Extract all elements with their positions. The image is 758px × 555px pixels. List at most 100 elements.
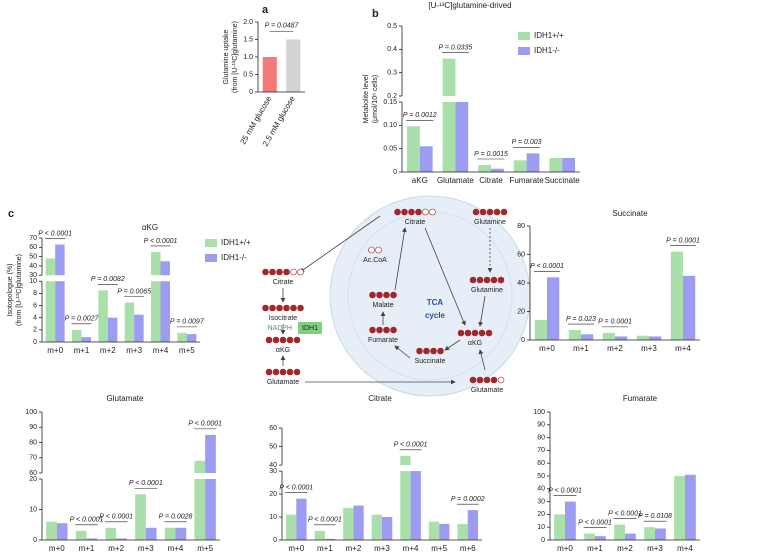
bar xyxy=(177,332,187,342)
x-tick-label: m+0 xyxy=(47,346,63,355)
p-value: P < 0.0001 xyxy=(608,510,642,517)
diagram-label: TCA xyxy=(427,298,444,307)
carbon-atom xyxy=(368,246,375,254)
diagram-label: αKG xyxy=(276,347,290,354)
diagram-label: Isocitrate xyxy=(269,315,298,322)
bar xyxy=(595,536,606,540)
bar xyxy=(455,97,469,172)
y-tick-label: 100 xyxy=(533,409,545,416)
bar xyxy=(400,455,411,540)
bar xyxy=(478,165,491,172)
bar xyxy=(107,317,118,342)
carbon-atom xyxy=(408,208,415,216)
y-tick-label: 8 xyxy=(33,290,37,297)
y-tick-label: 70 xyxy=(29,455,37,462)
y-axis-label: (μmol/10⁶ cells) xyxy=(372,75,379,124)
carbon-atom xyxy=(483,376,491,384)
carbon-atom xyxy=(376,326,383,334)
x-tick-label: m+3 xyxy=(641,344,657,353)
diagram-label: Glutamate xyxy=(471,387,503,394)
bar xyxy=(72,329,82,342)
carbon-atom xyxy=(262,304,269,312)
carbon-atom xyxy=(276,268,283,276)
y-tick-label: 50 xyxy=(269,443,277,450)
y-tick-label: 10 xyxy=(29,506,37,513)
carbon-atom xyxy=(483,276,491,284)
carbon-atom xyxy=(297,304,304,312)
x-tick-label: m+2 xyxy=(607,344,623,353)
diagram-label: Fumarate xyxy=(368,337,398,344)
p-value: P < 0.0001 xyxy=(394,442,428,449)
carbon-atom xyxy=(486,208,494,216)
diagram-label: Glutamine xyxy=(471,287,503,294)
p-value: P = 0.0001 xyxy=(598,319,632,326)
y-tick-label: 90 xyxy=(29,424,37,431)
legend-label: IDH1+/+ xyxy=(221,238,251,247)
y-tick-label: 20 xyxy=(517,308,525,315)
bar xyxy=(457,523,468,540)
p-value: P = 0.003 xyxy=(512,139,542,146)
p-value: P < 0.0001 xyxy=(129,480,163,487)
bar xyxy=(75,530,87,540)
diagram-label: αKG xyxy=(468,340,482,347)
bar xyxy=(584,533,595,540)
carbon-atom xyxy=(430,347,437,355)
bar xyxy=(116,538,127,540)
bar xyxy=(581,334,594,340)
bar xyxy=(547,277,560,340)
bar xyxy=(614,524,625,540)
chart-title: Glutamate xyxy=(107,394,144,403)
x-tick-label: m+0 xyxy=(539,344,555,353)
bar xyxy=(685,474,696,540)
p-value: P = 0.0487 xyxy=(265,22,300,29)
bar xyxy=(636,335,649,340)
chart-title: [U-¹³C]glutamine-drived xyxy=(428,1,511,10)
bar xyxy=(602,332,615,340)
p-value: P = 0.0028 xyxy=(159,514,193,521)
carbon-atom xyxy=(416,347,423,355)
bar xyxy=(55,244,65,342)
bar xyxy=(568,330,581,340)
chart-title: Succinate xyxy=(612,209,648,218)
carbon-atom xyxy=(286,336,294,344)
y-tick-label: 0.15 xyxy=(383,99,397,106)
carbon-atom xyxy=(490,376,498,384)
x-tick-label: m+5 xyxy=(431,544,447,553)
y-tick-label: 40 xyxy=(29,263,37,270)
diagram-label: Ac.CoA xyxy=(363,257,387,264)
y-tick-label: 60 xyxy=(537,460,545,467)
y-axis-label: Metabolite level xyxy=(363,74,370,123)
bar xyxy=(644,527,655,540)
carbon-atom xyxy=(262,268,269,276)
carbon-atom xyxy=(457,329,465,337)
carbon-atom xyxy=(497,276,505,284)
carbon-atom xyxy=(479,208,487,216)
diagram-label: Malate xyxy=(372,302,393,309)
x-tick-label: Fumarate xyxy=(509,176,544,185)
x-tick-label: m+6 xyxy=(460,544,476,553)
panel-letter: c xyxy=(8,208,14,220)
carbon-atom xyxy=(490,276,498,284)
y-tick-label: 50 xyxy=(29,253,37,260)
chart-title: αKG xyxy=(142,223,158,232)
bar xyxy=(655,528,666,540)
y-tick-label: 0 xyxy=(33,537,37,544)
y-tick-label: 80 xyxy=(537,434,545,441)
carbon-atom xyxy=(469,376,477,384)
legend-label: IDH1-/- xyxy=(534,46,560,55)
p-value: P < 0.0001 xyxy=(70,517,104,524)
bar xyxy=(683,275,696,340)
x-tick-label: m+2 xyxy=(346,544,362,553)
bar xyxy=(324,538,336,540)
x-tick-label: m+4 xyxy=(153,346,169,355)
y-tick-label: 20 xyxy=(29,476,37,483)
carbon-atom xyxy=(286,368,294,376)
x-tick-label: m+3 xyxy=(647,544,663,553)
legend-swatch xyxy=(205,239,217,247)
carbon-atom xyxy=(437,347,444,355)
p-value: P = 0.0001 xyxy=(666,237,700,244)
bar xyxy=(81,337,91,342)
p-value: P = 0.0108 xyxy=(638,513,672,520)
p-value: P < 0.0001 xyxy=(99,514,133,521)
